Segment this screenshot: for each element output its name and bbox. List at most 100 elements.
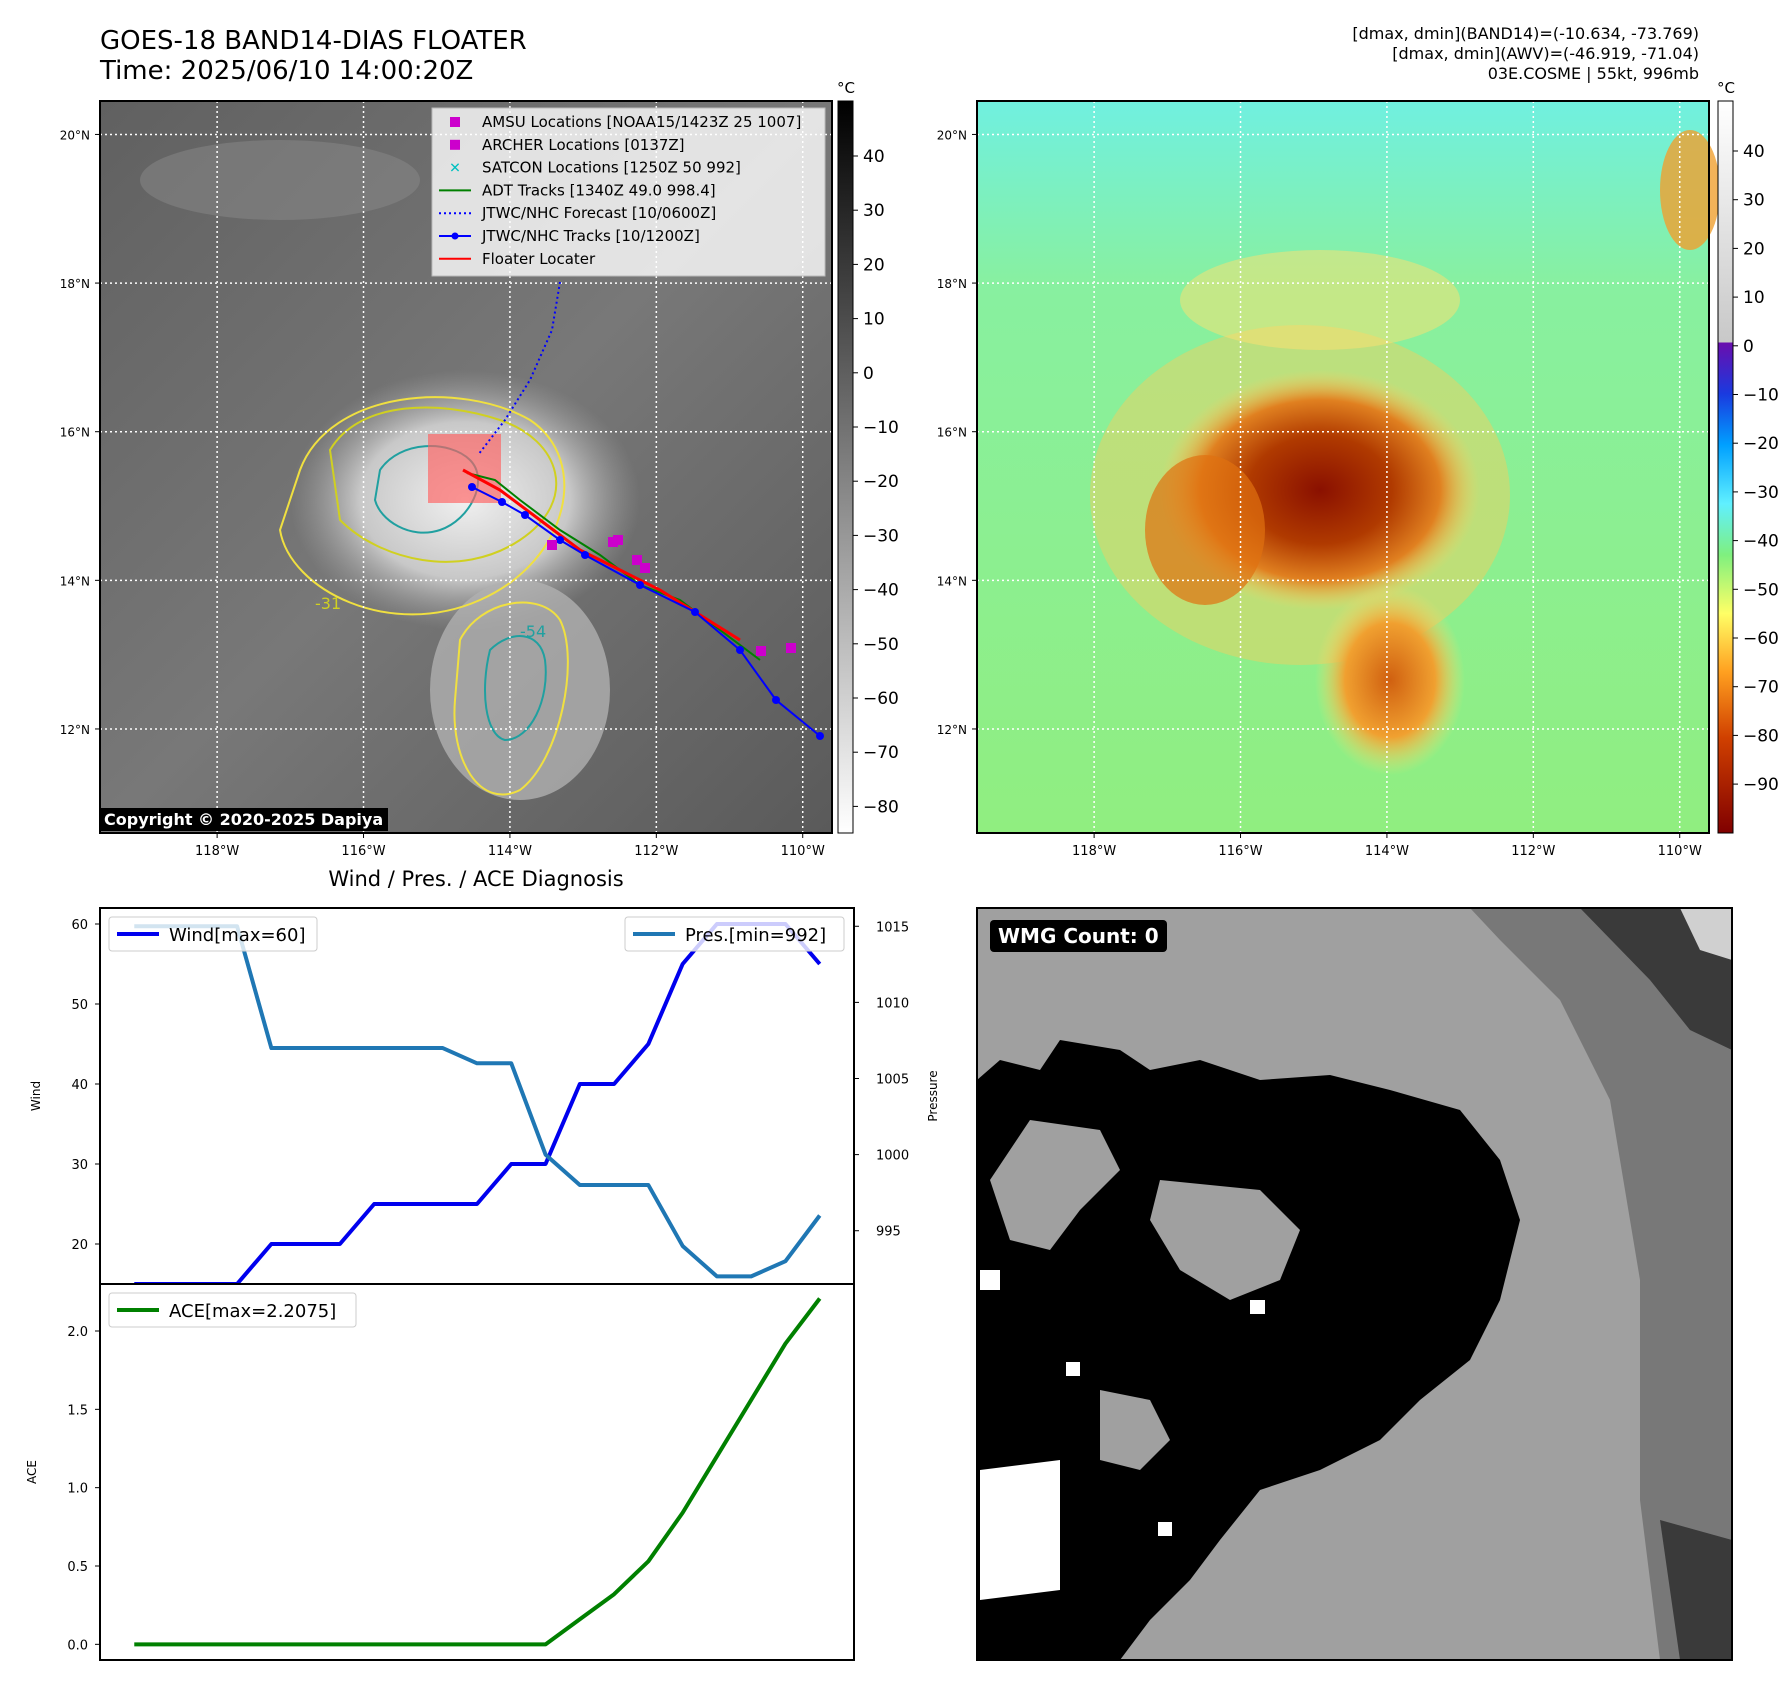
series-line (134, 924, 822, 1279)
chart-legend-box (108, 916, 318, 952)
legend-label: SATCON Locations [1250Z 50 992] (482, 159, 741, 177)
colorbar-tick-label: −80 (863, 797, 899, 817)
lat-tick-label: 12°N (937, 723, 967, 737)
colorbar-tick-label: −20 (1743, 434, 1779, 454)
legend-marker-x: ✕ (449, 161, 461, 177)
fix-location-marker (632, 555, 642, 565)
map-legend: AMSU Locations [NOAA15/1423Z 25 1007] ARC… (431, 107, 826, 277)
colorbar-tick-label: −50 (1743, 580, 1779, 600)
jtwc-track-point (498, 498, 506, 506)
jtwc-track-point (581, 551, 589, 559)
lon-tick-label: 114°W (1365, 844, 1409, 859)
map-ticks-right: 118°W 116°W 114°W 112°W 110°W 20°N 18°N 16°N 14°… (937, 128, 1702, 859)
jtwc-track-point (521, 511, 529, 519)
colorbar-tick-label: 30 (1743, 191, 1765, 211)
colorbar-tick-label: −30 (863, 526, 899, 546)
colorbar-tick-label: 20 (1743, 239, 1765, 259)
colorbar-tick-label: 40 (1743, 142, 1765, 162)
chart-legend-box (108, 1292, 357, 1328)
y2-tick-label: 1005 (876, 1072, 909, 1087)
y-tick-label: 40 (71, 1078, 88, 1093)
wmg-white-pixel-3 (1066, 1362, 1080, 1376)
lon-tick-label: 112°W (634, 844, 678, 859)
colorbar-tick-label: 40 (863, 147, 885, 167)
lat-tick-label: 20°N (60, 128, 90, 142)
upper-band (1180, 250, 1460, 350)
colorbar-tick-label: −20 (863, 472, 899, 492)
colorbar-tick-label: −90 (1743, 775, 1779, 795)
lat-tick-label: 12°N (60, 723, 90, 737)
jtwc-track-points (468, 483, 824, 740)
colorbar-tick-label: −70 (863, 743, 899, 763)
wmg-gray-island-1 (990, 1120, 1120, 1250)
y2-tick-label: 1015 (876, 920, 909, 935)
legend-marker-dot (451, 232, 459, 240)
y2-tick-label: 995 (876, 1225, 901, 1240)
legend-marker-square (450, 139, 460, 150)
contour-yellow-outer (278, 396, 566, 616)
fix-location-marker (613, 535, 623, 545)
colorbar-gradient-color (1717, 100, 1734, 834)
lon-tick-label: 118°W (195, 844, 239, 859)
y-tick-label: 30 (71, 1158, 88, 1173)
chart-legend-box (624, 916, 845, 952)
legend-label: ADT Tracks [1340Z 49.0 998.4] (482, 181, 716, 199)
lon-tick-label: 116°W (341, 844, 385, 859)
colorbar-tick-label: 10 (1743, 288, 1765, 308)
chart-legend-label: Wind[max=60] (169, 925, 306, 946)
jtwc-track-point (556, 536, 564, 544)
stats-line-1: [dmax, dmin](BAND14)=(-10.634, -73.769) (1352, 24, 1699, 43)
jtwc-track-point (636, 581, 644, 589)
colorbar-tick-label: −40 (863, 581, 899, 601)
contour-label-1: -54 (520, 622, 546, 641)
legend-label: JTWC/NHC Forecast [10/0600Z] (481, 204, 716, 222)
chart-legend-label: Pres.[min=992] (685, 925, 826, 946)
y-tick-label: 1.0 (67, 1482, 88, 1497)
colorbar-tick-label: −80 (1743, 726, 1779, 746)
title-line-2: Time: 2025/06/10 14:00:20Z (100, 56, 474, 86)
lat-tick-label: 20°N (937, 128, 967, 142)
legend-box (431, 107, 826, 277)
colorbar-tick-label: −10 (863, 418, 899, 438)
fix-location-marker (786, 643, 796, 653)
wmg-panel (976, 907, 1733, 1661)
colorbar-tick-label: −10 (1743, 386, 1779, 406)
lat-lon-grid-right (977, 101, 1709, 833)
colorbar-tick-label: 0 (863, 364, 874, 384)
rain-band-color (1315, 585, 1465, 775)
colorbar-tick-label: 0 (1743, 337, 1754, 357)
diagnosis-title: Wind / Pres. / ACE Diagnosis (328, 867, 623, 891)
legend-label: JTWC/NHC Tracks [10/1200Z] (481, 227, 700, 245)
legend-label: Floater Locater (482, 250, 596, 268)
lon-tick-label: 118°W (1072, 844, 1116, 859)
colorbar-unit-right: °C (1717, 79, 1735, 97)
wmg-gray-island-3 (1100, 1390, 1170, 1470)
jtwc-track-point (772, 696, 780, 704)
colorbar-unit-left: °C (837, 79, 855, 97)
wmg-dark-corner-bottom (1660, 1520, 1732, 1660)
rain-band-gray (430, 580, 610, 800)
chart-legend-label: ACE[max=2.2075] (169, 1301, 336, 1322)
contour-band-teal (484, 635, 547, 742)
lat-tick-label: 18°N (60, 277, 90, 291)
wind-pressure-chart: Wind / Pres. / ACE Diagnosis 20 30 40 50 60 9… (29, 867, 940, 1286)
ace-plot-area: 0.0 0.5 1.0 1.5 2.0 ACE[max=2.2075] (67, 1292, 822, 1653)
lat-tick-label: 14°N (60, 574, 90, 588)
cloud-patch (140, 140, 420, 220)
lon-tick-label: 112°W (1511, 844, 1555, 859)
y-tick-label: 0.0 (67, 1638, 88, 1653)
storm-arm (1145, 455, 1265, 605)
wmg-count-badge: WMG Count: 0 (990, 920, 1167, 952)
wmg-black-region (977, 1040, 1520, 1660)
pressure-ylabel: Pressure (926, 1070, 940, 1121)
wind-plot-frame (99, 907, 855, 1285)
y-tick-label: 50 (71, 998, 88, 1013)
lon-tick-label: 110°W (781, 844, 825, 859)
map-frame-right (976, 100, 1710, 834)
colorbar-ticks-left: 40 30 20 10 0 −10 −20 −30 −40 −50 −60 −70 −80 (853, 147, 899, 817)
legend-label: AMSU Locations [NOAA15/1423Z 25 1007] (482, 113, 801, 131)
colorbar-gradient-gray (837, 100, 854, 834)
lon-tick-label: 110°W (1658, 844, 1702, 859)
lat-tick-label: 16°N (60, 426, 90, 440)
map-ticks-left: 118°W 116°W 114°W 112°W 110°W 20°N 18°N 16°N 14°… (60, 128, 825, 859)
